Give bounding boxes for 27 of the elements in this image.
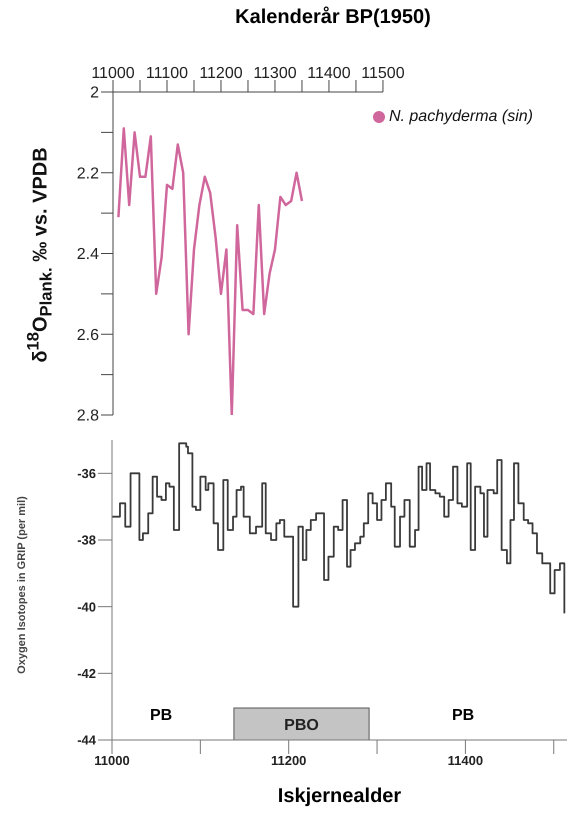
band-label: PBO [284, 717, 319, 734]
x-tick-label: 11100 [146, 65, 188, 82]
x-axis-title: Kalenderår BP(1950) [234, 6, 432, 29]
annotation: PB [452, 707, 474, 725]
y-tick-label: -38 [77, 532, 96, 548]
x-tick-label: 11400 [307, 65, 351, 82]
x-axis-title: Iskjernealder [276, 785, 402, 808]
y-tick-label: -42 [77, 666, 96, 681]
x-tick-label: 11400 [448, 753, 484, 768]
legend-label: N. pachyderma (sin) [388, 108, 533, 125]
line-series [117, 127, 304, 415]
y-tick-label: -40 [77, 599, 96, 614]
y-tick-label: -36 [77, 466, 96, 481]
y-axis-title: Oxygen Isotopes in GRIP (per mil) [16, 496, 28, 674]
x-tick-label: 11200 [199, 65, 243, 82]
y-tick-label: 2.6 [76, 326, 100, 344]
x-tick-label: 11000 [91, 65, 135, 82]
x-tick-label: 11500 [361, 65, 405, 82]
y-tick-label: 2.4 [76, 246, 100, 264]
y-tick-label: 2 [90, 84, 100, 102]
annotation: PB [150, 707, 172, 725]
x-tick-label: 11300 [253, 65, 297, 82]
x-tick-label: 11200 [270, 753, 306, 768]
y-tick-label: 2.2 [76, 165, 100, 182]
x-tick-label: 11000 [94, 753, 130, 768]
y-tick-label: 2.8 [76, 408, 100, 425]
y-tick-label: -44 [77, 732, 97, 748]
